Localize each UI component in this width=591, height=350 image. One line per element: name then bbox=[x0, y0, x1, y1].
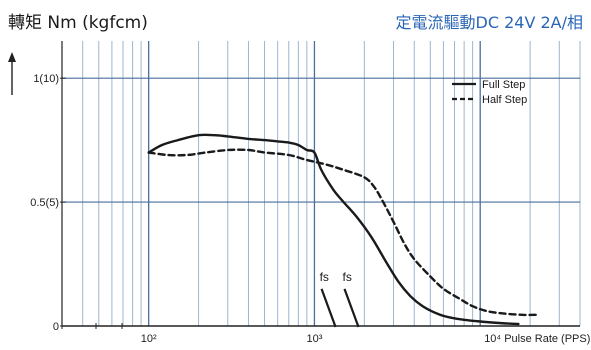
y-tick-label: 1(10) bbox=[33, 73, 59, 85]
x-tick-label: 10⁴ bbox=[484, 333, 501, 345]
legend-label-full-step: Full Step bbox=[482, 79, 525, 91]
fs-marker-stroke bbox=[320, 288, 337, 328]
legend-label-half-step: Half Step bbox=[482, 94, 527, 106]
y-axis-arrow-head bbox=[8, 52, 16, 62]
title-right: 定電流驅動DC 24V 2A/相 bbox=[396, 13, 584, 32]
fs-annotation-label: fs bbox=[320, 270, 329, 284]
y-tick-label: 0 bbox=[53, 321, 59, 333]
y-tick-label: 0.5(5) bbox=[30, 197, 59, 209]
series-layer bbox=[147, 133, 539, 326]
x-tick-label: 10³ bbox=[306, 333, 322, 345]
grid bbox=[61, 41, 581, 326]
series-line-full-step bbox=[147, 133, 520, 326]
fs-annotation-label: fs bbox=[342, 270, 351, 284]
x-tick-label: 10² bbox=[141, 333, 157, 345]
legend: Full Step Half Step bbox=[452, 79, 527, 106]
title-left: 轉矩 Nm (kgfcm) bbox=[8, 13, 148, 33]
axes bbox=[8, 41, 580, 329]
labels-layer: 0 0.5(5) 1(10) 10² 10³ 10⁴ Pulse Rate (PPS) fs f… bbox=[30, 73, 590, 345]
series-line-half-step bbox=[147, 148, 539, 317]
fs-marker-stroke bbox=[343, 288, 360, 328]
x-axis-label: Pulse Rate (PPS) bbox=[504, 333, 590, 345]
